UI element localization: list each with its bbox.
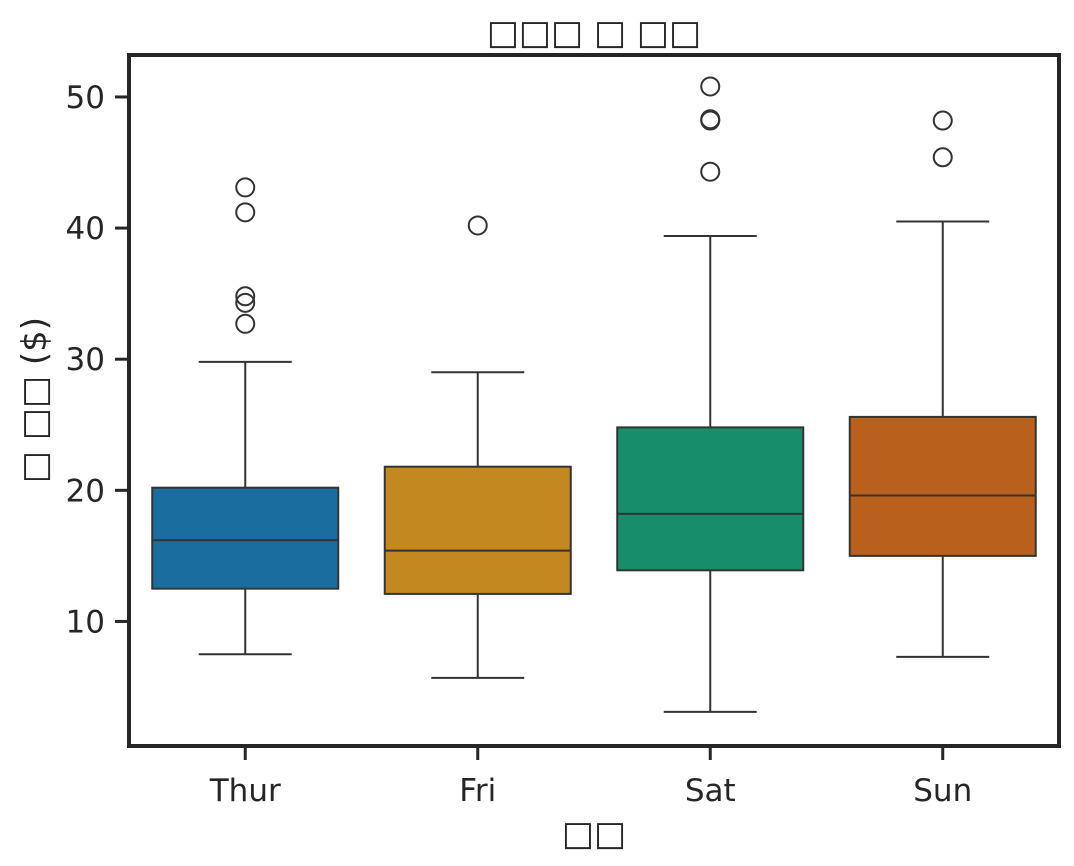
y-tick-label: 40 [66, 211, 105, 247]
outlier-point [700, 161, 721, 182]
x-axis-label: □□ [562, 814, 626, 854]
box-group-fri [383, 215, 572, 679]
plot-area [151, 76, 1037, 713]
box-iqr [151, 486, 340, 590]
chart-title: □□□ □ □□ [487, 13, 701, 53]
y-tick-label: 50 [66, 80, 105, 116]
x-tick-label: Sun [913, 773, 972, 809]
y-axis-label: □ □□ ($) [15, 317, 55, 483]
x-tick-label: Sat [685, 773, 736, 809]
outlier-point [235, 292, 256, 313]
outlier-point [932, 147, 953, 168]
y-tick-label: 30 [66, 342, 105, 378]
outlier-point [700, 76, 721, 97]
x-axis: Thur Fri Sat Sun [209, 746, 972, 809]
x-tick-label: Fri [459, 773, 496, 809]
y-tick-label: 10 [66, 604, 105, 640]
outlier-point [235, 313, 256, 334]
y-axis: 10 20 30 40 50 [66, 80, 129, 640]
box-iqr [848, 415, 1037, 557]
outlier-point [235, 202, 256, 223]
outlier-point [467, 215, 488, 236]
box-iqr [616, 426, 805, 572]
plot-frame [127, 53, 1061, 748]
outlier-point [932, 110, 953, 131]
outlier-point [235, 286, 256, 307]
box-iqr [383, 465, 572, 595]
outlier-point [235, 177, 256, 198]
outlier-point [700, 109, 721, 130]
y-tick-label: 20 [66, 473, 105, 509]
box-group-sun [848, 110, 1037, 658]
x-tick-label: Thur [209, 773, 281, 809]
box-group-sat [616, 76, 805, 713]
box-group-thur [151, 177, 340, 656]
